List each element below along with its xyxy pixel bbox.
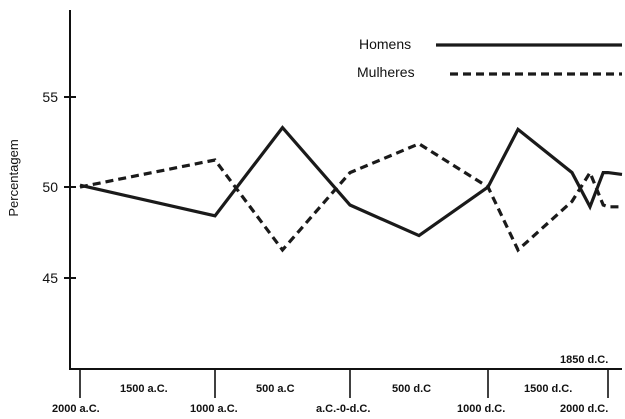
legend-label-homens: Homens <box>359 36 411 52</box>
series-line-homens <box>79 125 623 238</box>
legend-label-mulheres: Mulheres <box>357 64 415 80</box>
x-divider-ticks <box>79 369 609 398</box>
series-line-mulheres <box>79 142 622 253</box>
x-tick-label-1500ac: 1500 a.C. <box>120 383 168 395</box>
x-tick-label-1850dc: 1850 d.C. <box>560 354 608 366</box>
x-tick-label-1000ac: 1000 a.C. <box>190 403 238 415</box>
x-tick-label-0: a.C.-0-d.C. <box>316 403 370 415</box>
x-tick-label-1000dc: 1000 d.C. <box>457 403 505 415</box>
y-tick-label-55: 55 <box>42 89 58 105</box>
x-tick-label-1500dc: 1500 d.C. <box>524 383 572 395</box>
y-tick-label-45: 45 <box>42 270 58 286</box>
y-tick-label-50: 50 <box>42 179 58 195</box>
legend: Homens Mulheres <box>357 36 622 80</box>
x-tick-label-2000dc: 2000 d.C. <box>560 403 608 415</box>
x-tick-label-500dc: 500 d.C <box>392 383 431 395</box>
x-tick-label-2000ac: 2000 a.C. <box>52 403 100 415</box>
x-tick-label-500ac: 500 a.C <box>256 383 295 395</box>
y-axis-title: Percentagem <box>6 139 21 216</box>
